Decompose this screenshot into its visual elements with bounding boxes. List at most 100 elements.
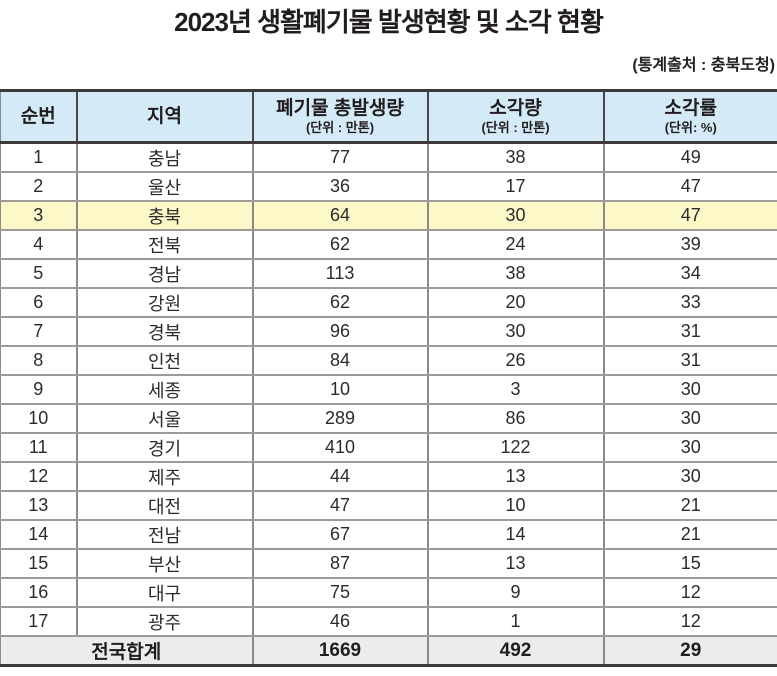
cell-total-waste: 36 xyxy=(253,172,428,201)
table-row: 6 강원 62 20 33 xyxy=(1,288,777,317)
cell-incinerated: 13 xyxy=(428,549,604,578)
table-row: 8 인천 84 26 31 xyxy=(1,346,777,375)
cell-incinerated: 38 xyxy=(428,143,604,173)
cell-total-waste: 62 xyxy=(253,230,428,259)
cell-incinerated: 38 xyxy=(428,259,604,288)
cell-no: 13 xyxy=(1,491,77,520)
cell-region: 경남 xyxy=(77,259,253,288)
col-header-rate-label: 소각률 xyxy=(605,98,777,120)
cell-no: 2 xyxy=(1,172,77,201)
cell-rate: 12 xyxy=(604,578,777,607)
col-header-rate-unit: (단위: %) xyxy=(605,120,777,135)
table-row: 12 제주 44 13 30 xyxy=(1,462,777,491)
page-title: 2023년 생활폐기물 발생현황 및 소각 현황 xyxy=(0,6,777,38)
cell-region: 세종 xyxy=(77,375,253,404)
cell-rate: 30 xyxy=(604,462,777,491)
table-row: 10 서울 289 86 30 xyxy=(1,404,777,433)
col-header-region: 지역 xyxy=(77,91,253,143)
cell-total-waste: 67 xyxy=(253,520,428,549)
cell-incinerated: 3 xyxy=(428,375,604,404)
cell-region: 인천 xyxy=(77,346,253,375)
table-row: 11 경기 410 122 30 xyxy=(1,433,777,462)
cell-no: 14 xyxy=(1,520,77,549)
cell-incinerated: 1 xyxy=(428,607,604,636)
cell-rate: 30 xyxy=(604,433,777,462)
cell-no: 1 xyxy=(1,143,77,173)
cell-total-waste: 410 xyxy=(253,433,428,462)
col-header-total-waste-unit: (단위 : 만톤) xyxy=(254,120,427,135)
cell-region: 전북 xyxy=(77,230,253,259)
cell-total-waste: 75 xyxy=(253,578,428,607)
cell-region: 강원 xyxy=(77,288,253,317)
cell-region: 전남 xyxy=(77,520,253,549)
cell-rate: 12 xyxy=(604,607,777,636)
table-row: 15 부산 87 13 15 xyxy=(1,549,777,578)
cell-region: 경북 xyxy=(77,317,253,346)
total-waste-value: 1669 xyxy=(253,636,428,666)
waste-table: 순번 지역 폐기물 총발생량 (단위 : 만톤) 소각량 (단위 : 만톤) 소… xyxy=(0,89,777,667)
table-row: 5 경남 113 38 34 xyxy=(1,259,777,288)
cell-rate: 30 xyxy=(604,375,777,404)
cell-region: 제주 xyxy=(77,462,253,491)
cell-rate: 31 xyxy=(604,317,777,346)
cell-incinerated: 13 xyxy=(428,462,604,491)
cell-no: 12 xyxy=(1,462,77,491)
cell-rate: 30 xyxy=(604,404,777,433)
table-row: 14 전남 67 14 21 xyxy=(1,520,777,549)
cell-rate: 34 xyxy=(604,259,777,288)
cell-no: 3 xyxy=(1,201,77,230)
col-header-no: 순번 xyxy=(1,91,77,143)
total-row: 전국합계 1669 492 29 xyxy=(1,636,777,666)
cell-rate: 39 xyxy=(604,230,777,259)
cell-total-waste: 96 xyxy=(253,317,428,346)
table-row: 1 충남 77 38 49 xyxy=(1,143,777,173)
cell-total-waste: 64 xyxy=(253,201,428,230)
total-label: 전국합계 xyxy=(1,636,253,666)
cell-total-waste: 10 xyxy=(253,375,428,404)
col-header-incinerated-unit: (단위 : 만톤) xyxy=(429,120,603,135)
cell-rate: 33 xyxy=(604,288,777,317)
total-rate-value: 29 xyxy=(604,636,777,666)
cell-region: 대전 xyxy=(77,491,253,520)
cell-total-waste: 87 xyxy=(253,549,428,578)
table-row: 2 울산 36 17 47 xyxy=(1,172,777,201)
cell-incinerated: 86 xyxy=(428,404,604,433)
cell-total-waste: 113 xyxy=(253,259,428,288)
cell-total-waste: 62 xyxy=(253,288,428,317)
cell-no: 5 xyxy=(1,259,77,288)
col-header-total-waste-label: 폐기물 총발생량 xyxy=(254,98,427,120)
cell-incinerated: 122 xyxy=(428,433,604,462)
cell-rate: 21 xyxy=(604,491,777,520)
cell-rate: 31 xyxy=(604,346,777,375)
cell-incinerated: 20 xyxy=(428,288,604,317)
cell-incinerated: 17 xyxy=(428,172,604,201)
page: 2023년 생활폐기물 발생현황 및 소각 현황 (통계출처 : 충북도청) 순… xyxy=(0,6,777,667)
cell-incinerated: 10 xyxy=(428,491,604,520)
source-note: (통계출처 : 충북도청) xyxy=(0,56,777,76)
cell-rate: 49 xyxy=(604,143,777,173)
cell-incinerated: 24 xyxy=(428,230,604,259)
cell-rate: 21 xyxy=(604,520,777,549)
table-row: 17 광주 46 1 12 xyxy=(1,607,777,636)
cell-region: 부산 xyxy=(77,549,253,578)
cell-no: 4 xyxy=(1,230,77,259)
cell-rate: 47 xyxy=(604,201,777,230)
table-row: 16 대구 75 9 12 xyxy=(1,578,777,607)
table-row: 13 대전 47 10 21 xyxy=(1,491,777,520)
col-header-no-label: 순번 xyxy=(1,106,76,128)
cell-region: 대구 xyxy=(77,578,253,607)
table-row: 7 경북 96 30 31 xyxy=(1,317,777,346)
cell-no: 9 xyxy=(1,375,77,404)
cell-no: 10 xyxy=(1,404,77,433)
total-incinerated-value: 492 xyxy=(428,636,604,666)
cell-incinerated: 9 xyxy=(428,578,604,607)
cell-total-waste: 289 xyxy=(253,404,428,433)
cell-no: 6 xyxy=(1,288,77,317)
cell-rate: 15 xyxy=(604,549,777,578)
cell-region: 충남 xyxy=(77,143,253,173)
cell-total-waste: 77 xyxy=(253,143,428,173)
cell-no: 16 xyxy=(1,578,77,607)
cell-no: 15 xyxy=(1,549,77,578)
table-row: 4 전북 62 24 39 xyxy=(1,230,777,259)
table-row-highlighted: 3 충북 64 30 47 xyxy=(1,201,777,230)
